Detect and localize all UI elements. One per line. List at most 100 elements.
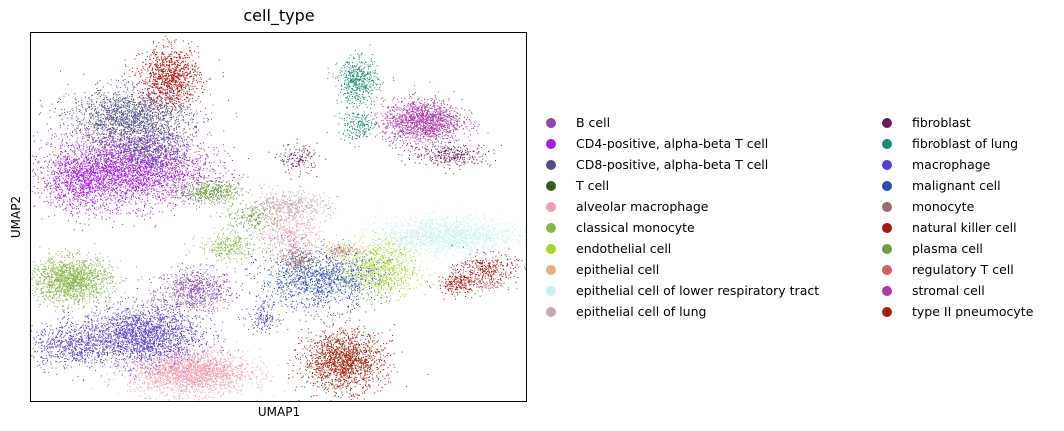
data-point [219, 293, 221, 295]
data-point [59, 185, 61, 187]
data-point [103, 191, 105, 193]
data-point [84, 182, 85, 184]
data-point [90, 168, 92, 170]
data-point [197, 164, 199, 166]
data-point [183, 287, 185, 289]
data-point [149, 156, 151, 157]
data-point [78, 204, 80, 206]
data-point [192, 199, 194, 201]
data-point [199, 291, 201, 293]
data-point [75, 188, 77, 190]
data-point [143, 173, 144, 175]
data-point [204, 278, 206, 280]
data-point [51, 143, 53, 145]
data-point [89, 173, 91, 175]
data-point [107, 197, 109, 199]
data-point [127, 167, 129, 169]
data-point [101, 169, 103, 171]
data-point [56, 196, 58, 198]
data-point [201, 281, 203, 283]
data-point [102, 99, 104, 100]
data-point [177, 303, 179, 304]
data-point [227, 153, 229, 155]
data-point [137, 97, 139, 99]
data-point [184, 269, 186, 271]
data-point [164, 167, 166, 169]
data-point [94, 130, 96, 132]
data-point [130, 153, 132, 155]
data-point [213, 153, 215, 155]
data-point [195, 292, 197, 294]
data-point [116, 165, 118, 167]
data-point [200, 298, 202, 300]
data-point [114, 183, 116, 185]
data-point [149, 122, 151, 124]
data-point [103, 186, 105, 188]
data-point [65, 160, 67, 162]
data-point [170, 296, 172, 298]
data-point [155, 180, 157, 182]
data-point [80, 170, 82, 172]
data-point [159, 142, 161, 144]
data-point [146, 94, 147, 96]
data-point [209, 170, 211, 172]
data-point [86, 177, 88, 179]
data-point [154, 294, 156, 296]
data-point [113, 183, 115, 185]
data-point [215, 180, 217, 181]
data-point [60, 151, 62, 152]
data-point [194, 132, 196, 134]
data-point [95, 190, 96, 192]
data-point [71, 176, 73, 178]
data-point [108, 175, 110, 177]
data-point [85, 111, 87, 112]
data-point [58, 155, 60, 157]
data-point [223, 130, 225, 132]
data-point [74, 186, 76, 188]
data-point [197, 162, 199, 164]
data-point [133, 102, 135, 103]
data-point [141, 189, 143, 191]
data-point [186, 274, 188, 276]
data-point [57, 177, 59, 179]
data-point [162, 274, 164, 276]
data-point [156, 169, 158, 171]
data-point [140, 193, 142, 195]
data-point [101, 156, 103, 158]
data-point [193, 170, 195, 172]
data-point [91, 156, 93, 158]
data-point [135, 201, 136, 203]
data-point [202, 309, 204, 311]
data-point [142, 140, 144, 142]
data-point [173, 191, 175, 193]
data-point [52, 151, 54, 153]
data-point [204, 311, 206, 312]
data-point [52, 177, 54, 179]
data-point [63, 201, 65, 203]
data-point [88, 157, 90, 159]
data-point [140, 156, 142, 158]
data-point [107, 209, 109, 210]
data-point [90, 173, 92, 174]
data-point [195, 317, 197, 319]
data-point [111, 185, 113, 187]
data-point [128, 189, 130, 191]
data-point [204, 160, 206, 162]
data-point [172, 190, 174, 191]
data-point [175, 174, 177, 176]
data-point [110, 198, 112, 200]
data-point [170, 187, 172, 189]
data-point [144, 183, 146, 184]
data-point [129, 149, 131, 151]
data-point [53, 179, 55, 181]
data-point [87, 154, 89, 156]
data-point [208, 282, 210, 284]
data-point [123, 181, 125, 183]
data-point [55, 185, 57, 187]
data-point [166, 185, 168, 187]
data-point [179, 162, 181, 164]
data-point [206, 291, 208, 293]
data-point [141, 216, 143, 218]
data-point [158, 180, 160, 182]
data-point [85, 128, 87, 130]
